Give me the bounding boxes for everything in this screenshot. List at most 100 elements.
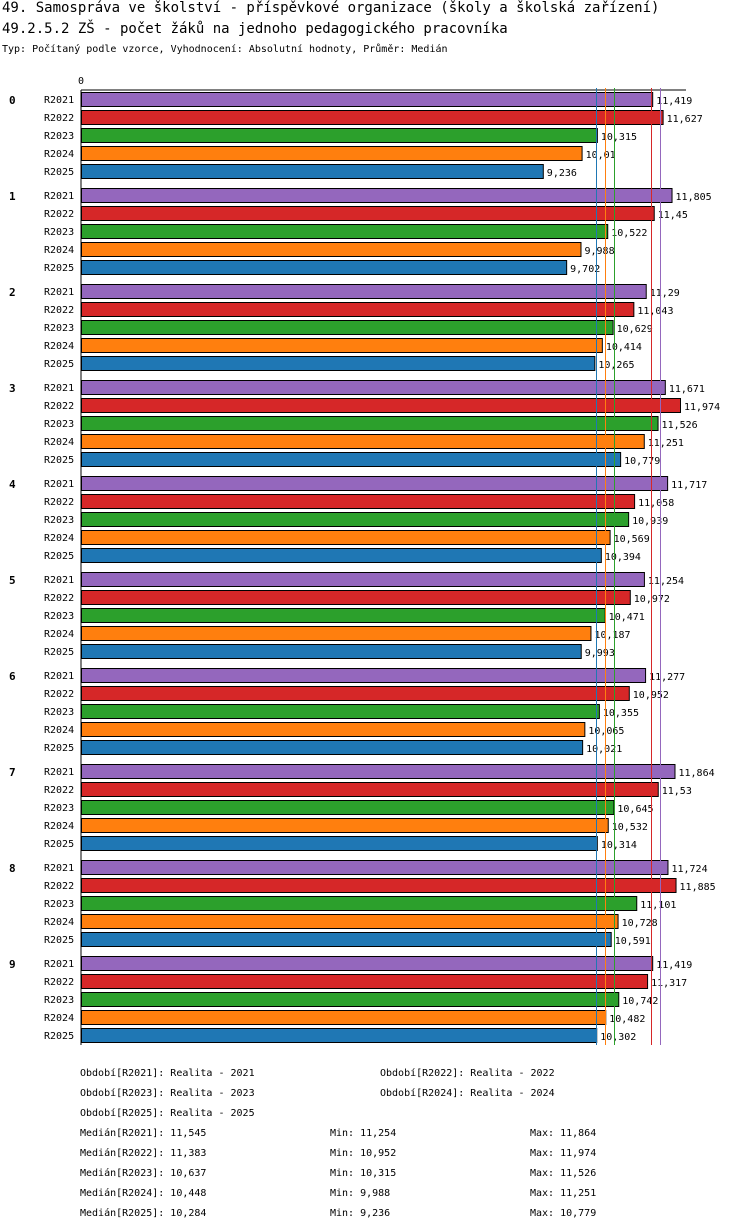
value-label-0-r2021: 11,419 — [656, 96, 692, 107]
bar-2-r2021 — [81, 284, 647, 299]
value-label-8-r2022: 11,885 — [680, 882, 716, 893]
bar-5-r2022 — [81, 590, 631, 605]
bar-7-r2022 — [81, 782, 659, 797]
stat-median-r2022: Medián[R2022]: 11,383 — [80, 1148, 207, 1159]
bar-2-r2024 — [81, 338, 603, 353]
series-label-r2023: R2023 — [44, 611, 74, 622]
series-label-r2023: R2023 — [44, 131, 74, 142]
category-label-9: 9 — [9, 958, 16, 971]
series-label-r2022: R2022 — [44, 401, 74, 412]
series-label-r2022: R2022 — [44, 785, 74, 796]
series-label-r2021: R2021 — [44, 575, 74, 586]
series-label-r2023: R2023 — [44, 995, 74, 1006]
series-label-r2024: R2024 — [44, 629, 74, 640]
series-label-r2024: R2024 — [44, 533, 74, 544]
legend-period-r2025: Období[R2025]: Realita - 2025 — [80, 1108, 255, 1119]
value-label-3-r2024: 11,251 — [648, 438, 684, 449]
bar-1-r2022 — [81, 206, 655, 221]
value-label-9-r2025: 10,302 — [600, 1032, 636, 1043]
bar-6-r2023 — [81, 704, 600, 719]
bar-1-r2024 — [81, 242, 582, 257]
stat-median-r2025: Medián[R2025]: 10,284 — [80, 1208, 207, 1219]
value-label-2-r2025: 10,265 — [598, 360, 634, 371]
value-label-8-r2024: 10,728 — [622, 918, 658, 929]
series-label-r2023: R2023 — [44, 707, 74, 718]
value-label-1-r2021: 11,805 — [676, 192, 712, 203]
series-label-r2024: R2024 — [44, 341, 74, 352]
series-label-r2021: R2021 — [44, 479, 74, 490]
bar-8-r2024 — [81, 914, 619, 929]
value-label-6-r2024: 10,065 — [588, 726, 624, 737]
bar-1-r2025 — [81, 260, 568, 275]
bar-4-r2021 — [81, 476, 669, 491]
value-label-7-r2025: 10,314 — [601, 840, 637, 851]
legend-period-r2023: Období[R2023]: Realita - 2023 — [80, 1088, 255, 1099]
value-label-0-r2024: 10,01 — [586, 150, 616, 161]
series-label-r2022: R2022 — [44, 977, 74, 988]
value-label-0-r2022: 11,627 — [667, 114, 703, 125]
series-label-r2024: R2024 — [44, 917, 74, 928]
value-label-8-r2025: 10,591 — [615, 936, 651, 947]
category-label-6: 6 — [9, 670, 16, 683]
bar-6-r2024 — [81, 722, 586, 737]
bar-0-r2022 — [81, 110, 664, 125]
series-label-r2022: R2022 — [44, 593, 74, 604]
value-label-5-r2025: 9,993 — [585, 648, 615, 659]
bar-9-r2021 — [81, 956, 654, 971]
value-label-2-r2023: 10,629 — [617, 324, 653, 335]
bar-9-r2022 — [81, 974, 649, 989]
chart-subtitle: 49.2.5.2 ZŠ - počet žáků na jednoho peda… — [2, 21, 508, 37]
series-label-r2024: R2024 — [44, 821, 74, 832]
bar-9-r2023 — [81, 992, 620, 1007]
series-label-r2025: R2025 — [44, 455, 74, 466]
value-label-4-r2022: 11,058 — [638, 498, 674, 509]
stat-median-r2023: Medián[R2023]: 10,637 — [80, 1168, 207, 1179]
series-label-r2021: R2021 — [44, 671, 74, 682]
stat-min-r2021: Min: 11,254 — [330, 1128, 397, 1139]
value-label-2-r2022: 11,043 — [637, 306, 673, 317]
bar-8-r2025 — [81, 932, 612, 947]
value-label-1-r2025: 9,702 — [570, 264, 600, 275]
value-label-8-r2023: 11,101 — [640, 900, 676, 911]
series-label-r2021: R2021 — [44, 863, 74, 874]
value-label-0-r2023: 10,315 — [601, 132, 637, 143]
bar-9-r2025 — [81, 1028, 598, 1043]
bar-5-r2021 — [81, 572, 645, 587]
series-label-r2022: R2022 — [44, 497, 74, 508]
value-label-5-r2021: 11,254 — [648, 576, 684, 587]
value-label-7-r2024: 10,532 — [612, 822, 648, 833]
series-label-r2021: R2021 — [44, 95, 74, 106]
value-label-3-r2022: 11,974 — [684, 402, 720, 413]
series-label-r2023: R2023 — [44, 227, 74, 238]
value-label-7-r2021: 11,864 — [678, 768, 714, 779]
series-label-r2021: R2021 — [44, 287, 74, 298]
bar-8-r2023 — [81, 896, 638, 911]
series-label-r2024: R2024 — [44, 245, 74, 256]
series-label-r2023: R2023 — [44, 899, 74, 910]
series-label-r2022: R2022 — [44, 209, 74, 220]
bar-2-r2022 — [81, 302, 635, 317]
series-label-r2021: R2021 — [44, 959, 74, 970]
value-label-6-r2022: 10,952 — [633, 690, 669, 701]
bar-8-r2022 — [81, 878, 677, 893]
category-label-1: 1 — [9, 190, 16, 203]
bar-chart: 0 0 R2021 11,419 R2022 11,627 R2023 10,315 R2024… — [9, 76, 720, 1045]
stat-max-r2025: Max: 10,779 — [530, 1208, 597, 1219]
value-label-5-r2023: 10,471 — [609, 612, 645, 623]
value-label-4-r2024: 10,569 — [614, 534, 650, 545]
axis-zero-label: 0 — [78, 76, 84, 87]
value-label-9-r2021: 11,419 — [656, 960, 692, 971]
stat-median-r2021: Medián[R2021]: 11,545 — [80, 1128, 207, 1139]
series-label-r2022: R2022 — [44, 113, 74, 124]
series-label-r2024: R2024 — [44, 149, 74, 160]
value-label-9-r2023: 10,742 — [622, 996, 658, 1007]
series-label-r2024: R2024 — [44, 437, 74, 448]
stat-median-r2024: Medián[R2024]: 10,448 — [80, 1188, 207, 1199]
stat-min-r2023: Min: 10,315 — [330, 1168, 397, 1179]
series-label-r2025: R2025 — [44, 263, 74, 274]
bar-5-r2023 — [81, 608, 606, 623]
bar-1-r2023 — [81, 224, 609, 239]
series-label-r2025: R2025 — [44, 1031, 74, 1042]
value-label-4-r2021: 11,717 — [671, 480, 707, 491]
series-label-r2025: R2025 — [44, 743, 74, 754]
